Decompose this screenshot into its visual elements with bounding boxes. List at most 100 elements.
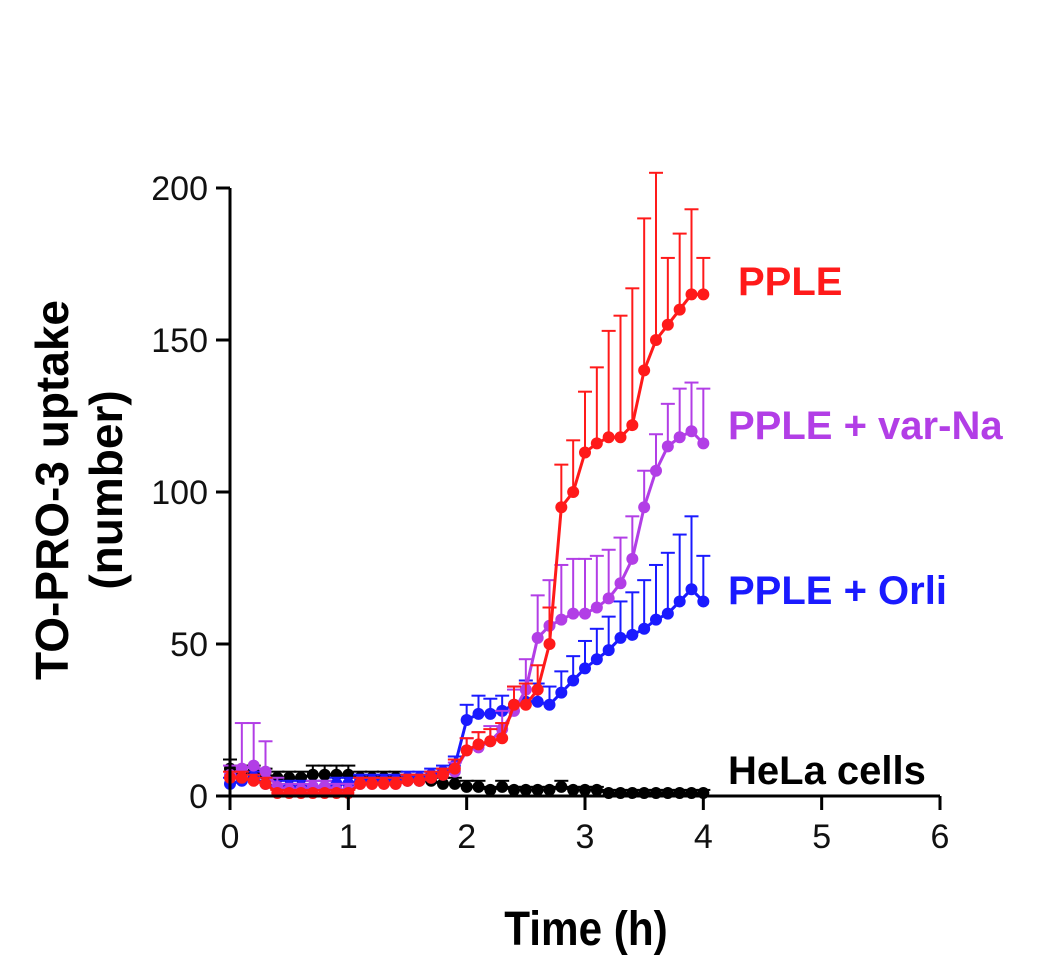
data-point xyxy=(685,583,698,596)
data-point xyxy=(484,783,497,796)
data-point xyxy=(543,783,556,796)
y-tick-label: 200 xyxy=(151,170,208,208)
data-point xyxy=(626,552,639,565)
series-label-pple-orli: PPLE + Orli xyxy=(728,569,947,613)
ticks: 0 50 100 150 200 0 1 2 3 4 5 6 xyxy=(151,170,949,856)
data-point xyxy=(354,777,367,790)
data-point xyxy=(555,613,568,626)
data-point xyxy=(614,431,627,444)
data-point xyxy=(401,774,414,787)
data-point xyxy=(661,440,674,453)
series-pple-var-na xyxy=(223,381,711,796)
data-point xyxy=(697,437,710,450)
data-point xyxy=(579,783,591,796)
data-point xyxy=(318,768,331,781)
data-point xyxy=(567,783,580,796)
data-point xyxy=(366,777,378,790)
data-point xyxy=(531,683,544,696)
data-point xyxy=(567,607,580,620)
data-point xyxy=(614,577,627,590)
data-point xyxy=(579,607,591,620)
data-point xyxy=(519,783,532,796)
data-point xyxy=(697,288,710,301)
data-point xyxy=(437,777,449,790)
data-point xyxy=(579,662,591,675)
data-point xyxy=(602,644,615,657)
data-point xyxy=(673,303,686,316)
data-point xyxy=(472,738,485,751)
data-point xyxy=(235,771,248,784)
data-point xyxy=(602,431,615,444)
y-tick-label: 0 xyxy=(189,778,208,816)
plot-area xyxy=(223,171,711,799)
data-point xyxy=(531,695,544,708)
data-point xyxy=(425,771,438,784)
data-point xyxy=(472,707,485,720)
data-point xyxy=(650,613,662,626)
x-tick-label: 3 xyxy=(576,818,595,856)
data-point xyxy=(531,631,544,644)
data-point xyxy=(555,780,568,793)
x-tick-label: 5 xyxy=(812,818,831,856)
data-point xyxy=(638,501,651,514)
data-point xyxy=(614,631,627,644)
data-point xyxy=(673,595,686,608)
data-point xyxy=(413,774,426,787)
y-axis-title-line1: TO-PRO-3 uptake xyxy=(26,300,78,680)
series-label-hela-cells: HeLa cells xyxy=(728,749,926,793)
y-tick-label: 100 xyxy=(151,474,208,512)
data-point xyxy=(590,437,603,450)
data-point xyxy=(377,777,390,790)
data-point xyxy=(460,714,473,726)
data-point xyxy=(484,735,497,748)
data-point xyxy=(484,707,497,720)
data-point xyxy=(638,622,651,635)
data-point xyxy=(259,765,272,778)
x-tick-label: 2 xyxy=(457,818,476,856)
data-point xyxy=(555,501,568,514)
data-point xyxy=(460,780,473,793)
x-axis-title: Time (h) xyxy=(504,901,667,955)
data-point xyxy=(247,774,260,787)
data-point xyxy=(555,686,568,699)
data-point xyxy=(519,698,532,711)
data-point xyxy=(472,780,485,793)
data-point xyxy=(638,364,651,377)
data-point xyxy=(590,601,603,614)
data-point xyxy=(496,780,509,793)
data-point xyxy=(448,777,461,790)
series-label-pple: PPLE xyxy=(738,260,842,304)
x-tick-label: 0 xyxy=(221,818,240,856)
y-tick-label: 50 xyxy=(170,626,208,664)
data-point xyxy=(437,768,449,781)
x-tick-label: 6 xyxy=(931,818,950,856)
x-tick-label: 1 xyxy=(339,818,358,856)
data-point xyxy=(685,288,698,301)
data-point xyxy=(650,464,662,477)
data-point xyxy=(626,419,639,432)
series-label-pple-var-na: PPLE + var-Na xyxy=(728,404,1003,448)
data-point xyxy=(259,777,272,790)
data-point xyxy=(460,744,473,757)
data-point xyxy=(685,425,698,438)
data-point xyxy=(590,783,603,796)
data-point xyxy=(590,653,603,666)
data-point xyxy=(650,334,662,346)
data-point xyxy=(531,783,544,796)
data-point xyxy=(567,486,580,498)
data-point xyxy=(697,595,710,608)
data-point xyxy=(579,446,591,459)
x-tick-label: 4 xyxy=(694,818,713,856)
data-point xyxy=(543,698,556,711)
data-point xyxy=(306,768,319,781)
data-point xyxy=(448,762,461,775)
data-point xyxy=(496,732,509,745)
y-tick-label: 150 xyxy=(151,322,208,360)
data-point xyxy=(389,777,402,790)
data-point xyxy=(247,759,260,772)
y-axis-title-line2: (number) xyxy=(80,390,132,589)
data-point xyxy=(543,638,556,650)
data-point xyxy=(508,698,520,711)
data-point xyxy=(626,628,639,641)
